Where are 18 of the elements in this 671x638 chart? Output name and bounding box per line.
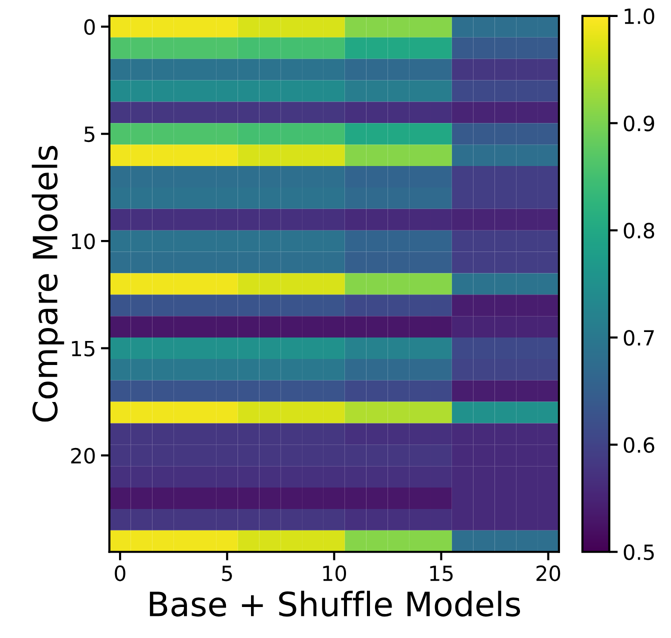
- color-bar-label: 0.5: [624, 544, 654, 560]
- y-tick-label: 20: [71, 448, 95, 464]
- y-tick-label: 0: [84, 19, 95, 35]
- x-tick-label: 15: [430, 566, 453, 582]
- x-tick-label: 5: [222, 566, 232, 582]
- y-tick-label: 5: [84, 126, 94, 142]
- x-tick-label: 10: [323, 565, 346, 582]
- color-bar-label: 0.7: [624, 330, 654, 346]
- color-bar-label: 1.0: [624, 8, 654, 24]
- color-bar-label: 0.9: [624, 116, 654, 132]
- x-axis-title: Base + Shuffle Models: [150, 590, 520, 617]
- y-tick-label: 15: [72, 340, 94, 356]
- x-tick-label: 0: [114, 565, 126, 582]
- color-bar-label: 0.8: [624, 222, 654, 239]
- color-bar-label: 0.6: [624, 437, 654, 453]
- y-axis-title: Compare Models: [32, 146, 64, 422]
- x-tick-label: 20: [536, 565, 560, 582]
- y-tick-label: 10: [72, 233, 95, 250]
